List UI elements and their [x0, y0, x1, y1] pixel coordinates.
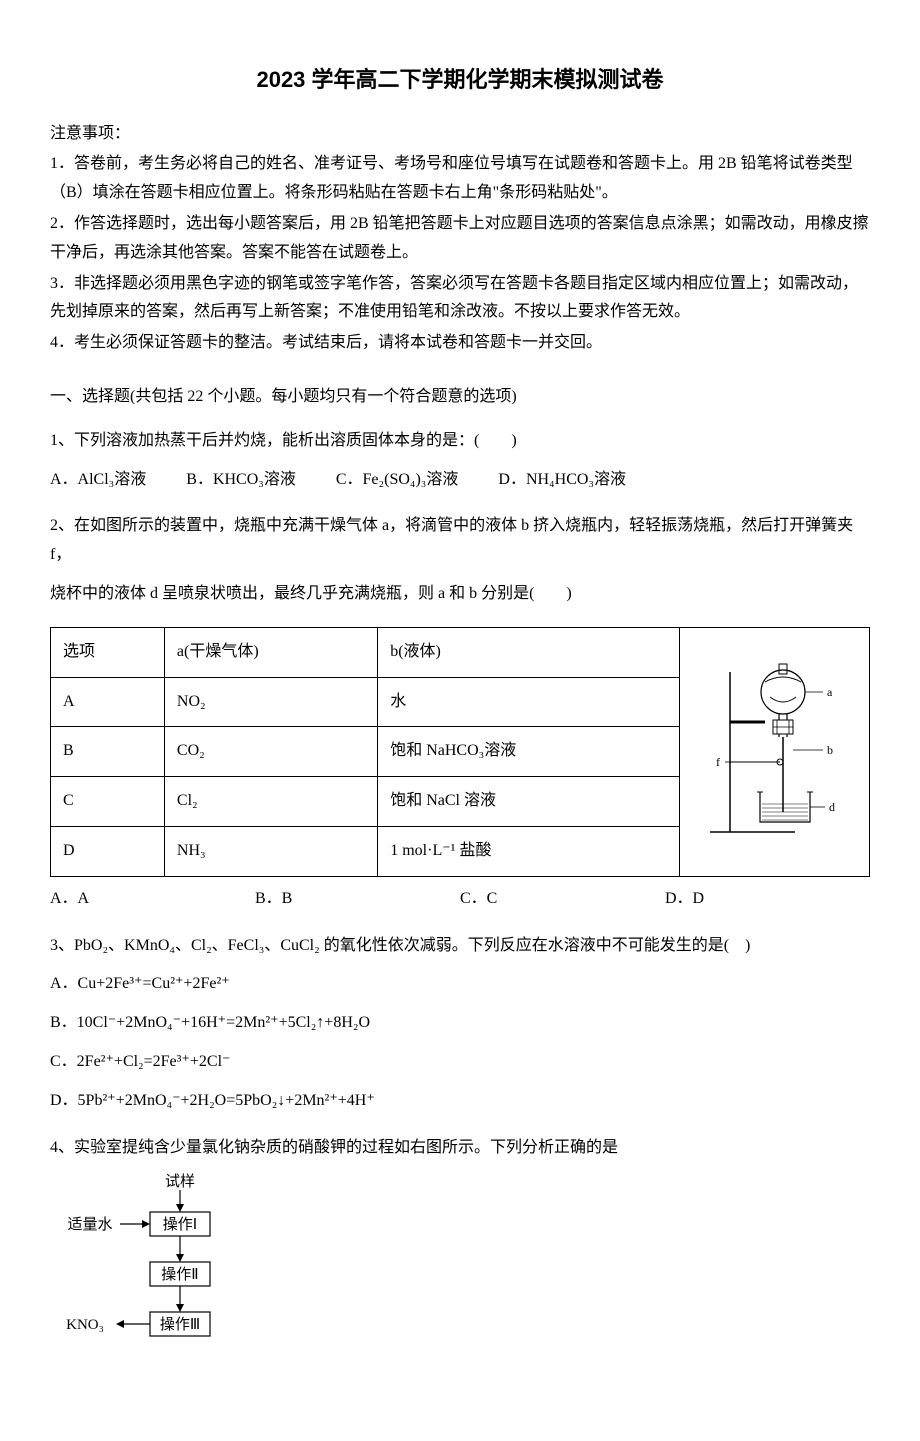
question-2: 2、在如图所示的装置中，烧瓶中充满干燥气体 a，将滴管中的液体 b 挤入烧瓶内，… — [50, 512, 870, 913]
cell: A — [51, 677, 165, 727]
flow-product: KNO₃ — [66, 1317, 104, 1333]
cell: 饱和 NaHCO₃溶液 — [378, 727, 680, 777]
q1-option-c: C．Fe₂(SO₄)₃溶液 — [336, 466, 459, 495]
flow-sample: 试样 — [165, 1173, 195, 1190]
q3-option-b: B．10Cl⁻+2MnO₄⁻+16H⁺=2Mn²⁺+5Cl₂↑+8H₂O — [50, 1009, 870, 1038]
q1-option-b: B．KHCO₃溶液 — [186, 466, 296, 495]
table-row: B CO₂ 饱和 NaHCO₃溶液 — [51, 727, 680, 777]
q2-option-a: A．A — [50, 885, 255, 914]
label-d: d — [829, 800, 835, 814]
cell: NH₃ — [164, 826, 377, 876]
cell: 1 mol·L⁻¹ 盐酸 — [378, 826, 680, 876]
q4-flowchart: 试样 操作Ⅰ 适量水 操作Ⅱ 操作Ⅲ KNO₃ — [50, 1172, 260, 1352]
cell: NO₂ — [164, 677, 377, 727]
flow-op3: 操作Ⅲ — [160, 1316, 200, 1333]
section-header: 一、选择题(共包括 22 个小题。每小题均只有一个符合题意的选项) — [50, 383, 870, 412]
col-header: a(干燥气体) — [164, 627, 377, 677]
q1-option-d: D．NH₄HCO₃溶液 — [498, 466, 626, 495]
cell: CO₂ — [164, 727, 377, 777]
label-b: b — [827, 743, 833, 757]
q3-option-a: A．Cu+2Fe³⁺=Cu²⁺+2Fe²⁺ — [50, 970, 870, 999]
q2-table: 选项 a(干燥气体) b(液体) A NO₂ 水 B CO₂ 饱和 NaHCO₃… — [50, 627, 680, 877]
page-title: 2023 学年高二下学期化学期末模拟测试卷 — [50, 60, 870, 100]
cell: 饱和 NaCl 溶液 — [378, 777, 680, 827]
cell: Cl₂ — [164, 777, 377, 827]
instructions-header: 注意事项： — [50, 120, 870, 149]
label-a: a — [827, 685, 833, 699]
instruction-3: 3．非选择题必须用黑色字迹的钢笔或签字笔作答，答案必须写在答题卡各题目指定区域内… — [50, 270, 870, 328]
q2-table-wrap: 选项 a(干燥气体) b(液体) A NO₂ 水 B CO₂ 饱和 NaHCO₃… — [50, 619, 870, 885]
q2-options: A．A B．B C．C D．D — [50, 885, 870, 914]
q2-apparatus-cell: a b f d — [680, 627, 870, 877]
table-row: 选项 a(干燥气体) b(液体) — [51, 627, 680, 677]
instruction-4: 4．考生必须保证答题卡的整洁。考试结束后，请将本试卷和答题卡一并交回。 — [50, 329, 870, 358]
col-header: b(液体) — [378, 627, 680, 677]
label-f: f — [716, 755, 720, 769]
q1-text: 1、下列溶液加热蒸干后并灼烧，能析出溶质固体本身的是：( ) — [50, 427, 870, 456]
cell: C — [51, 777, 165, 827]
q4-text: 4、实验室提纯含少量氯化钠杂质的硝酸钾的过程如右图所示。下列分析正确的是 — [50, 1134, 870, 1163]
table-row: C Cl₂ 饱和 NaCl 溶液 — [51, 777, 680, 827]
instruction-2: 2．作答选择题时，选出每小题答案后，用 2B 铅笔把答题卡上对应题目选项的答案信… — [50, 210, 870, 268]
q3-option-d: D．5Pb²⁺+2MnO₄⁻+2H₂O=5PbO₂↓+2Mn²⁺+4H⁺ — [50, 1087, 870, 1116]
flow-op2: 操作Ⅱ — [161, 1266, 198, 1283]
q2-option-d: D．D — [665, 885, 870, 914]
q1-option-a: A．AlCl₃溶液 — [50, 466, 146, 495]
question-3: 3、PbO₂、KMnO₄、Cl₂、FeCl₃、CuCl₂ 的氧化性依次减弱。下列… — [50, 932, 870, 1116]
cell: 水 — [378, 677, 680, 727]
q2-text-1: 2、在如图所示的装置中，烧瓶中充满干燥气体 a，将滴管中的液体 b 挤入烧瓶内，… — [50, 512, 870, 570]
q2-text-2: 烧杯中的液体 d 呈喷泉状喷出，最终几乎充满烧瓶，则 a 和 b 分别是( ) — [50, 580, 870, 609]
apparatus-diagram: a b f d — [695, 662, 855, 842]
table-row: A NO₂ 水 — [51, 677, 680, 727]
q3-option-c: C．2Fe²⁺+Cl₂=2Fe³⁺+2Cl⁻ — [50, 1048, 870, 1077]
table-row: D NH₃ 1 mol·L⁻¹ 盐酸 — [51, 826, 680, 876]
cell: B — [51, 727, 165, 777]
q2-option-c: C．C — [460, 885, 665, 914]
flow-water: 适量水 — [67, 1216, 112, 1233]
q1-options: A．AlCl₃溶液 B．KHCO₃溶液 C．Fe₂(SO₄)₃溶液 D．NH₄H… — [50, 466, 870, 495]
q3-text: 3、PbO₂、KMnO₄、Cl₂、FeCl₃、CuCl₂ 的氧化性依次减弱。下列… — [50, 932, 870, 961]
flow-op1: 操作Ⅰ — [163, 1216, 197, 1233]
col-header: 选项 — [51, 627, 165, 677]
instruction-1: 1．答卷前，考生务必将自己的姓名、准考证号、考场号和座位号填写在试题卷和答题卡上… — [50, 150, 870, 208]
q2-option-b: B．B — [255, 885, 460, 914]
cell: D — [51, 826, 165, 876]
question-1: 1、下列溶液加热蒸干后并灼烧，能析出溶质固体本身的是：( ) A．AlCl₃溶液… — [50, 427, 870, 495]
question-4: 4、实验室提纯含少量氯化钠杂质的硝酸钾的过程如右图所示。下列分析正确的是 试样 … — [50, 1134, 870, 1364]
